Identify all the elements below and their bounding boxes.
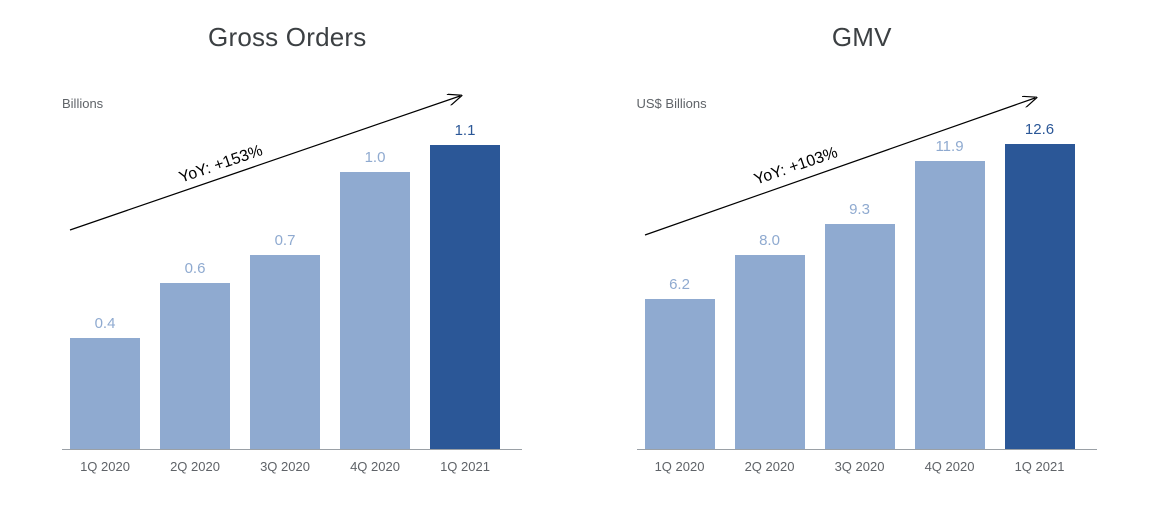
bar-value-label: 9.3 xyxy=(825,201,895,218)
x-axis-label: 1Q 2020 xyxy=(635,449,725,474)
bar xyxy=(340,172,410,449)
x-axis-label: 4Q 2020 xyxy=(905,449,995,474)
chart-title: GMV xyxy=(575,22,1149,53)
bar-value-label: 8.0 xyxy=(735,232,805,249)
x-axis-label: 3Q 2020 xyxy=(240,449,330,474)
bar-value-label: 0.7 xyxy=(250,232,320,249)
x-axis-label: 2Q 2020 xyxy=(725,449,815,474)
bar xyxy=(1005,144,1075,449)
x-axis-label: 4Q 2020 xyxy=(330,449,420,474)
bar xyxy=(70,338,140,449)
y-axis-label: US$ Billions xyxy=(637,96,707,111)
x-axis-label: 1Q 2021 xyxy=(420,449,510,474)
panel-gmv: GMV US$ Billions 6.21Q 20208.02Q 20209.3… xyxy=(575,0,1149,515)
bar-value-label: 1.0 xyxy=(340,149,410,166)
bar-value-label: 1.1 xyxy=(430,122,500,139)
x-axis-label: 1Q 2021 xyxy=(995,449,1085,474)
bar xyxy=(645,299,715,449)
x-axis-label: 2Q 2020 xyxy=(150,449,240,474)
page: Gross Orders Billions 0.41Q 20200.62Q 20… xyxy=(0,0,1149,515)
bar xyxy=(430,145,500,449)
chart-title: Gross Orders xyxy=(0,22,575,53)
bar-value-label: 0.4 xyxy=(70,315,140,332)
bar-value-label: 6.2 xyxy=(645,276,715,293)
bar xyxy=(250,255,320,449)
bar xyxy=(160,283,230,449)
bar-value-label: 12.6 xyxy=(1005,121,1075,138)
bar xyxy=(735,255,805,449)
bar xyxy=(915,161,985,449)
bar-value-label: 11.9 xyxy=(915,138,985,155)
y-axis-label: Billions xyxy=(62,96,103,111)
bar xyxy=(825,224,895,449)
plot-area: 0.41Q 20200.62Q 20200.73Q 20201.04Q 2020… xyxy=(62,118,522,450)
panel-gross-orders: Gross Orders Billions 0.41Q 20200.62Q 20… xyxy=(0,0,575,515)
bar-value-label: 0.6 xyxy=(160,260,230,277)
x-axis-label: 3Q 2020 xyxy=(815,449,905,474)
plot-area: 6.21Q 20208.02Q 20209.33Q 202011.94Q 202… xyxy=(637,118,1097,450)
x-axis-label: 1Q 2020 xyxy=(60,449,150,474)
